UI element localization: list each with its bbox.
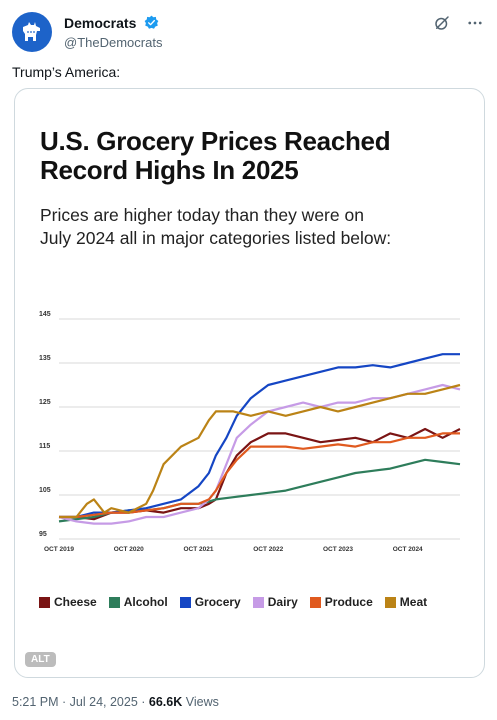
legend-label: Cheese [54, 595, 97, 609]
chart-title-line-1: U.S. Grocery Prices Reached [40, 126, 391, 156]
series-line-dairy [58, 383, 461, 525]
legend-label: Alcohol [123, 595, 168, 609]
chart-subtitle-line-2: July 2024 all in major categories listed… [40, 228, 392, 248]
grok-icon[interactable] [433, 14, 451, 32]
legend-swatch [179, 596, 191, 608]
legend-item-cheese: Cheese [39, 595, 97, 609]
x-tick-label: OCT 2021 [183, 546, 213, 553]
legend-label: Dairy [267, 595, 298, 609]
legend-item-dairy: Dairy [252, 595, 298, 609]
avatar[interactable] [12, 12, 52, 52]
x-tick-label: OCT 2019 [44, 546, 74, 553]
legend-label: Produce [324, 595, 373, 609]
x-tick-label: OCT 2024 [393, 546, 423, 553]
chart-legend: Cheese Alcohol Grocery Dairy Produce Meat [39, 595, 427, 609]
legend-item-grocery: Grocery [179, 595, 241, 609]
more-icon[interactable] [465, 14, 485, 32]
tweet-header: Democrats @TheDemocrats [12, 12, 485, 52]
donkey-logo-icon [23, 22, 40, 41]
legend-swatch [384, 596, 396, 608]
timestamp[interactable]: 5:21 PM · Jul 24, 2025 · [12, 695, 149, 709]
chart-subtitle: Prices are higher today than they were o… [40, 204, 470, 250]
y-tick-label: 95 [39, 531, 47, 538]
alt-badge[interactable]: ALT [25, 652, 56, 667]
verified-badge-icon[interactable] [144, 15, 159, 30]
y-tick-label: 135 [39, 355, 51, 362]
tweet-footer: 5:21 PM · Jul 24, 2025 · 66.6K Views [12, 695, 219, 709]
chart-title: U.S. Grocery Prices Reached Record Highs… [40, 127, 470, 185]
y-tick-label: 145 [39, 311, 51, 318]
x-tick-label: OCT 2020 [114, 546, 144, 553]
series-line-meat [59, 383, 461, 519]
display-name[interactable]: Democrats [64, 14, 137, 31]
chart-title-line-2: Record Highs In 2025 [40, 155, 299, 185]
tweet-media-image[interactable]: U.S. Grocery Prices Reached Record Highs… [14, 88, 485, 678]
views-count: 66.6K [148, 695, 183, 709]
y-tick-label: 125 [39, 399, 51, 406]
legend-swatch [39, 596, 50, 608]
y-tick-label: 105 [39, 487, 51, 494]
account-names[interactable]: Democrats @TheDemocrats [64, 14, 162, 50]
chart-subtitle-line-1: Prices are higher today than they were o… [40, 205, 364, 225]
x-tick-label: OCT 2022 [253, 546, 283, 553]
x-tick-label: OCT 2023 [323, 546, 353, 553]
legend-swatch [252, 596, 264, 608]
line-chart: 95 105 115 125 135 145 OCT 2019 OCT 2020 OCT 202… [39, 311, 461, 553]
handle[interactable]: @TheDemocrats [64, 35, 163, 50]
series-line-produce [59, 432, 460, 519]
series-line-cheese [59, 427, 461, 521]
legend-label: Grocery [194, 595, 241, 609]
legend-swatch [309, 596, 321, 608]
tweet-text: Trump’s America: [12, 64, 121, 80]
legend-label: Meat [399, 595, 428, 609]
y-tick-label: 115 [39, 443, 50, 450]
legend-item-meat: Meat [384, 595, 428, 609]
legend-item-alcohol: Alcohol [108, 595, 168, 609]
legend-item-produce: Produce [309, 595, 373, 609]
legend-swatch [108, 596, 120, 608]
views-label: Views [182, 695, 219, 709]
